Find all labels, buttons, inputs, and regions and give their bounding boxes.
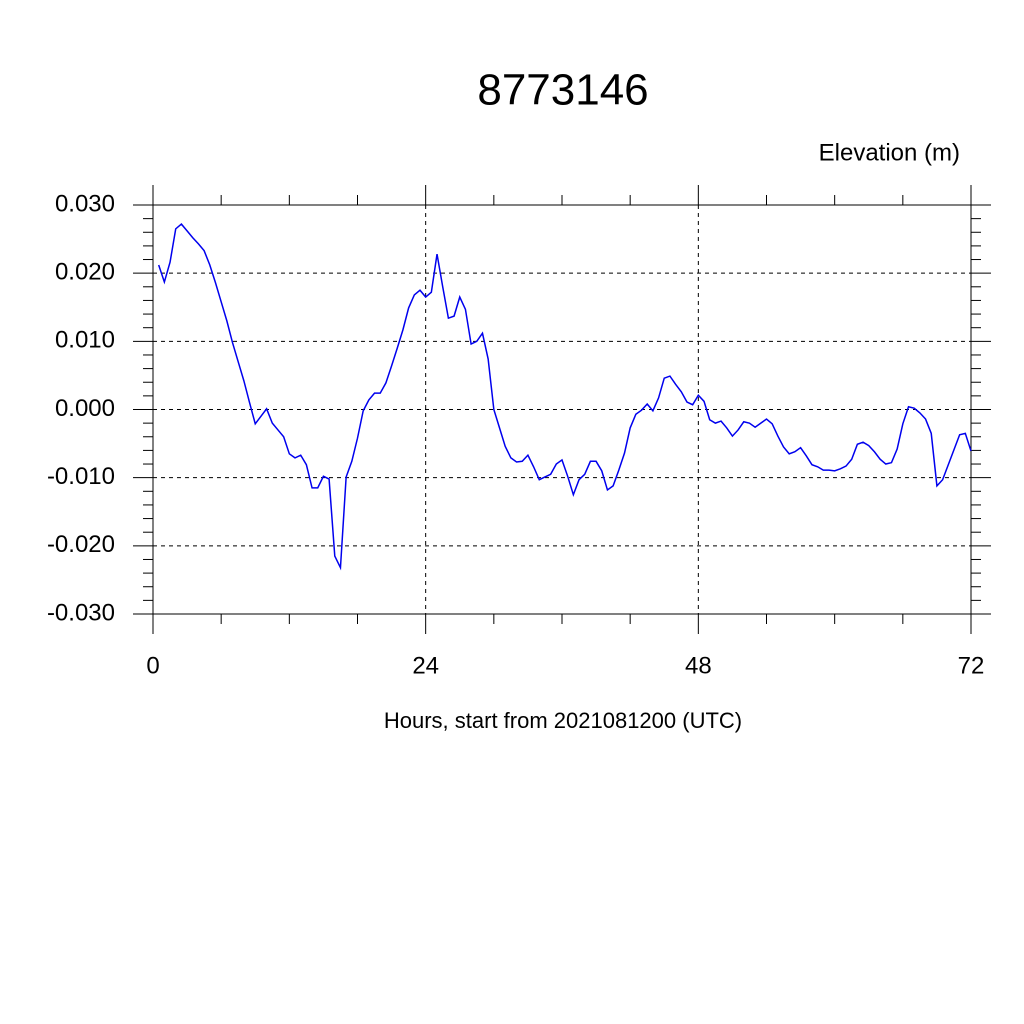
- y-tick-label: -0.020: [47, 531, 115, 558]
- y-tick-label: 0.000: [55, 395, 115, 422]
- y-tick-label: 0.010: [55, 327, 115, 354]
- y-tick-label: 0.030: [55, 190, 115, 217]
- data-line: [157, 223, 972, 571]
- x-tick-label: 48: [685, 652, 712, 679]
- y-tick-label: 0.020: [55, 259, 115, 286]
- y-tick-label: -0.030: [47, 599, 115, 626]
- x-tick-label: 0: [146, 652, 159, 679]
- y-tick-label: -0.010: [47, 463, 115, 490]
- plot-frame: [152, 204, 972, 615]
- subtitle: Elevation (m): [819, 139, 960, 166]
- chart-title: 8773146: [477, 66, 648, 115]
- x-tick-label: 24: [412, 652, 439, 679]
- x-tick-label: 72: [958, 652, 985, 679]
- x-axis-label: Hours, start from 2021081200 (UTC): [384, 708, 742, 733]
